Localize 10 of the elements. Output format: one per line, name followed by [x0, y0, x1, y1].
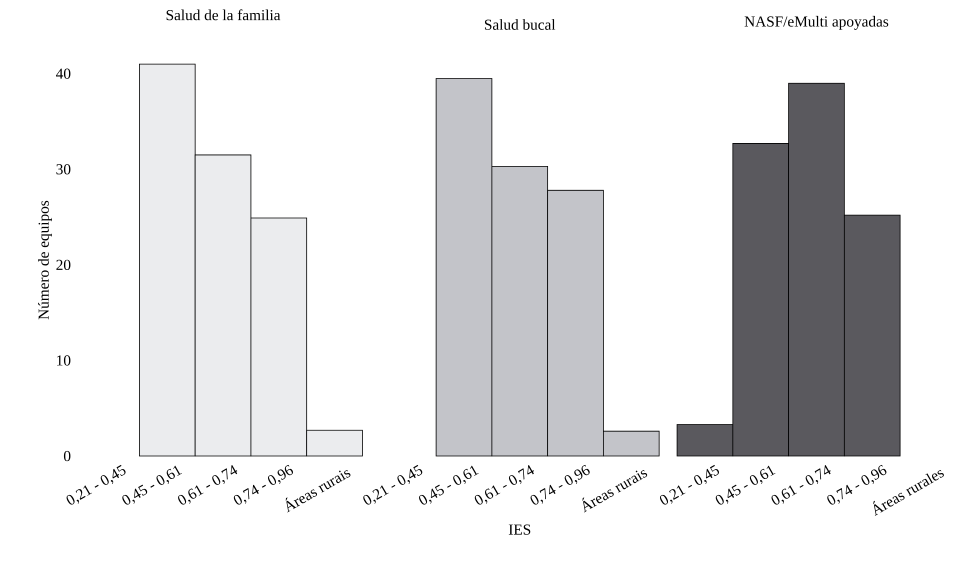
chart-title: NASF/eMulti apoyadas	[744, 16, 888, 30]
y-tick-label: 10	[57, 355, 70, 366]
y-tick-label: 0	[64, 450, 70, 461]
y-tick-label: 30	[56, 164, 70, 174]
x-axis-title: IES	[508, 524, 530, 534]
y-tick-label: 40	[56, 68, 70, 79]
y-tick-label: 20	[56, 259, 70, 270]
chart-title: Salud de la familia	[166, 9, 280, 20]
chart-title: Salud bucal	[484, 18, 556, 30]
y-axis-title: Número de equipos	[38, 200, 52, 320]
